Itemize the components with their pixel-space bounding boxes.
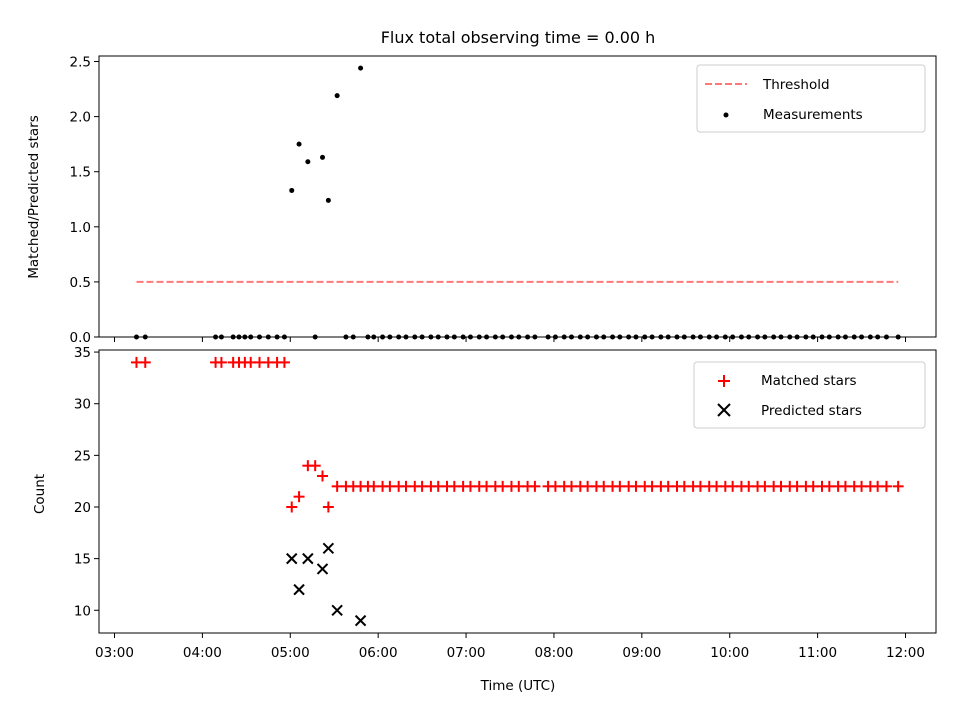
matched-star-marker [322, 501, 334, 513]
y-tick-label-count: 15 [74, 552, 91, 568]
matched-star-marker [309, 460, 321, 472]
x-tick-label: 11:00 [798, 645, 837, 661]
x-axis-label: Time (UTC) [480, 678, 556, 694]
y-tick-label-count: 20 [74, 500, 91, 516]
x-tick-label: 04:00 [183, 645, 222, 661]
x-axis: 03:00 04:00 05:00 06:00 07:00 08:00 09:00 10:00… [95, 633, 925, 661]
y-axis-label-count: Count [32, 474, 48, 514]
y-tick-label-count: 30 [74, 397, 91, 413]
x-ticks-ratio [114, 337, 906, 342]
y-tick-label-ratio: 2.5 [70, 55, 91, 71]
matched-star-marker [892, 480, 904, 492]
y-tick-label-count: 25 [74, 448, 91, 464]
matched-star-marker [215, 356, 227, 368]
matched-star-marker [529, 480, 541, 492]
measurement-point [296, 141, 302, 147]
legend-frame-count [693, 361, 926, 429]
predicted-star-marker [302, 552, 314, 565]
predicted-star-marker [354, 614, 367, 627]
predicted-star-marker [316, 563, 329, 575]
legend-ratio: Threshold Measurements [696, 64, 926, 133]
legend-threshold-label: Threshold [762, 77, 830, 93]
panel-count: 10 15 20 25 30 35 03:00 04:00 05:00 06:00 07:00 08… [32, 345, 937, 694]
x-tick-label: 08:00 [534, 645, 573, 661]
predicted-star-marker [322, 542, 335, 555]
chart-title: Flux total observing time = 0.00 h [381, 28, 656, 47]
legend-predicted-swatch [717, 403, 731, 417]
y-axis-ratio: 0.0 0.5 1.0 1.5 2.0 2.5 [70, 55, 99, 346]
plot-frame-ratio [98, 55, 937, 338]
matched-star-marker [317, 470, 329, 482]
x-tick-label: 06:00 [359, 645, 398, 661]
measurement-point [358, 65, 364, 71]
matched-star-marker [293, 491, 305, 503]
legend-measurements-swatch [723, 112, 729, 118]
x-tick-label: 03:00 [95, 645, 134, 661]
measurement-point [334, 93, 340, 99]
predicted-star-marker [293, 583, 305, 596]
measurements-layer [133, 65, 901, 340]
y-tick-label-count: 10 [74, 603, 91, 619]
matched-star-marker [139, 356, 151, 368]
legend-count: Matched stars Predicted stars [693, 361, 926, 429]
measurement-point [305, 159, 311, 165]
predicted-star-marker [331, 604, 343, 616]
x-tick-label: 10:00 [710, 645, 749, 661]
x-tick-label: 07:00 [447, 645, 486, 661]
panel-ratio: 0.0 0.5 1.0 1.5 2.0 2.5 Matched/Predicted sta… [26, 55, 937, 346]
y-axis-count: 10 15 20 25 30 35 [74, 345, 99, 619]
predicted-star-marker [286, 552, 298, 565]
legend-matched-swatch [718, 375, 730, 387]
legend-matched-label: Matched stars [761, 373, 857, 389]
matched-star-marker [880, 480, 892, 492]
legend-predicted-label: Predicted stars [761, 403, 862, 419]
count-markers-layer [130, 356, 904, 627]
x-tick-label: 09:00 [622, 645, 661, 661]
y-tick-label-count: 35 [74, 345, 91, 361]
legend-measurements-label: Measurements [763, 107, 863, 123]
y-tick-label-ratio: 1.0 [70, 220, 91, 236]
y-tick-label-ratio: 0.5 [70, 275, 91, 291]
y-tick-label-ratio: 0.0 [70, 330, 91, 346]
measurement-point [289, 187, 295, 193]
measurement-point [320, 154, 326, 160]
x-tick-label: 05:00 [271, 645, 310, 661]
plot-frame-count [98, 349, 937, 634]
y-tick-label-ratio: 1.5 [70, 165, 91, 181]
legend-frame-ratio [696, 64, 926, 133]
x-tick-label: 12:00 [886, 645, 925, 661]
y-tick-label-ratio: 2.0 [70, 110, 91, 126]
matched-star-marker [278, 356, 290, 368]
y-axis-label-ratio: Matched/Predicted stars [26, 115, 42, 278]
matched-star-marker [286, 501, 298, 513]
measurement-point [325, 197, 331, 203]
